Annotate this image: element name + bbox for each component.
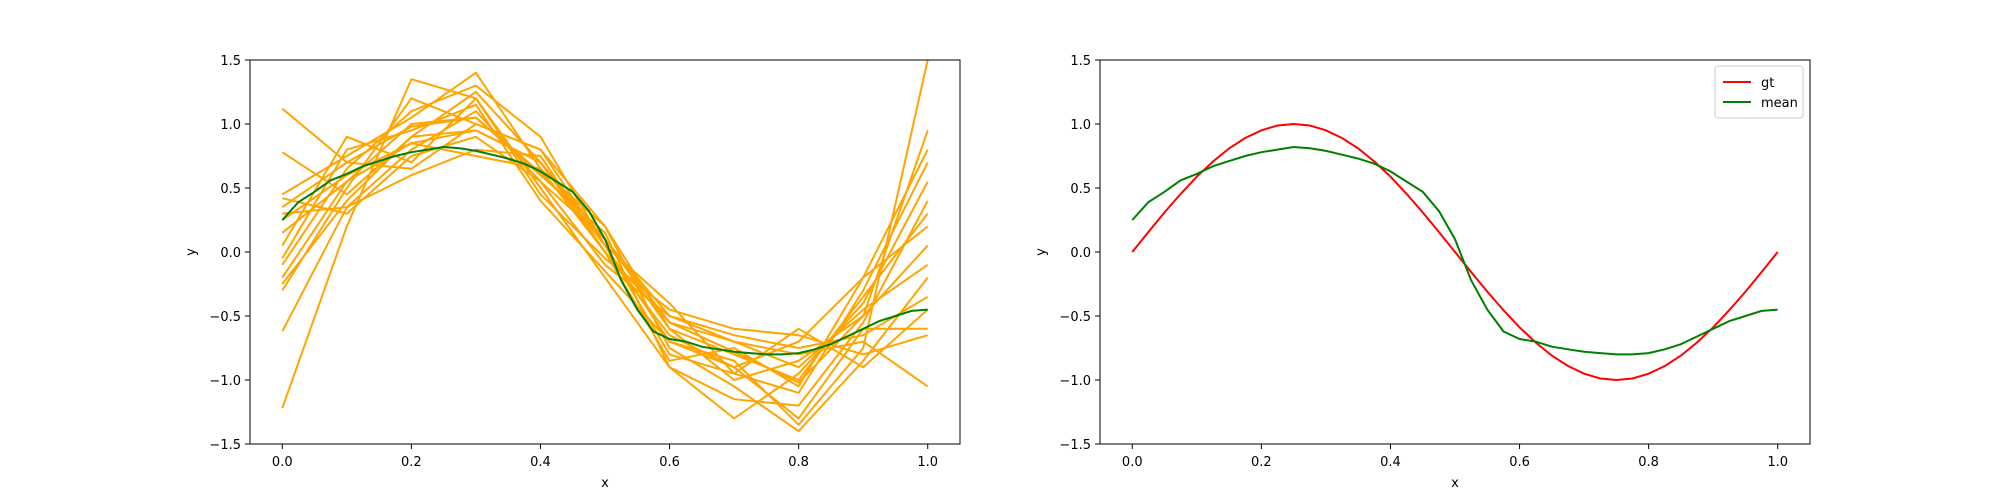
legend-box bbox=[1714, 65, 1804, 119]
sample-line bbox=[281, 77, 929, 420]
legend: gt mean bbox=[1714, 65, 1804, 119]
x-tick-label: 0.4 bbox=[1380, 455, 1401, 470]
y-tick-label: 1.0 bbox=[1070, 118, 1091, 133]
x-tick-label: 0.6 bbox=[659, 455, 680, 470]
y-tick-label: −1.0 bbox=[209, 374, 241, 389]
y-tick-label: −1.5 bbox=[1059, 438, 1091, 453]
y-tick-label: −1.0 bbox=[1059, 374, 1091, 389]
x-tick-label: 1.0 bbox=[917, 455, 938, 470]
y-tick-label: 0.5 bbox=[1070, 182, 1091, 197]
y-tick-label: 1.5 bbox=[1070, 54, 1091, 69]
sample-line bbox=[281, 71, 929, 369]
sample-line bbox=[281, 60, 929, 427]
plot-area bbox=[1131, 122, 1779, 382]
mean-line bbox=[281, 145, 928, 356]
y-tick-label: 1.5 bbox=[220, 54, 241, 69]
y-tick-label: −0.5 bbox=[209, 310, 241, 325]
legend-label: gt bbox=[1761, 76, 1774, 91]
sample-line bbox=[281, 129, 928, 420]
left-chart-panel: 0.0 0.2 0.4 0.6 0.8 1.0 −1.5 −1.0 −0.5 0.0 0.5 1.0 1… bbox=[184, 54, 961, 491]
x-tick-label: 0.4 bbox=[530, 455, 551, 470]
legend-label: mean bbox=[1761, 96, 1798, 111]
y-axis-label: y bbox=[1034, 248, 1049, 256]
y-tick-label: 0.0 bbox=[220, 246, 241, 261]
x-tick-label: 0.2 bbox=[401, 455, 422, 470]
x-tick-label: 0.2 bbox=[1251, 455, 1272, 470]
y-tick-label: 1.0 bbox=[220, 118, 241, 133]
x-axis-label: x bbox=[601, 476, 609, 491]
y-tick-label: 0.5 bbox=[220, 182, 241, 197]
y-tick-label: 0.0 bbox=[1070, 246, 1091, 261]
sample-line bbox=[281, 116, 929, 407]
sample-line bbox=[281, 142, 929, 382]
x-axis-label: x bbox=[1451, 476, 1459, 491]
plot-area bbox=[281, 60, 929, 433]
series-line-gt bbox=[1131, 122, 1779, 382]
x-tick-label: 0.6 bbox=[1509, 455, 1530, 470]
series-line-mean bbox=[1131, 145, 1778, 356]
x-tick-label: 0.0 bbox=[1122, 455, 1143, 470]
sample-line bbox=[281, 122, 929, 375]
x-tick-label: 0.8 bbox=[788, 455, 809, 470]
x-tick-label: 0.8 bbox=[1638, 455, 1659, 470]
x-tick-label: 0.0 bbox=[272, 455, 293, 470]
right-chart-panel: 0.0 0.2 0.4 0.6 0.8 1.0 −1.5 −1.0 −0.5 0.0 0.5 1.0 1… bbox=[1034, 54, 1811, 491]
y-tick-label: −0.5 bbox=[1059, 310, 1091, 325]
y-axis-label: y bbox=[184, 248, 199, 256]
x-tick-label: 1.0 bbox=[1767, 455, 1788, 470]
y-tick-label: −1.5 bbox=[209, 438, 241, 453]
